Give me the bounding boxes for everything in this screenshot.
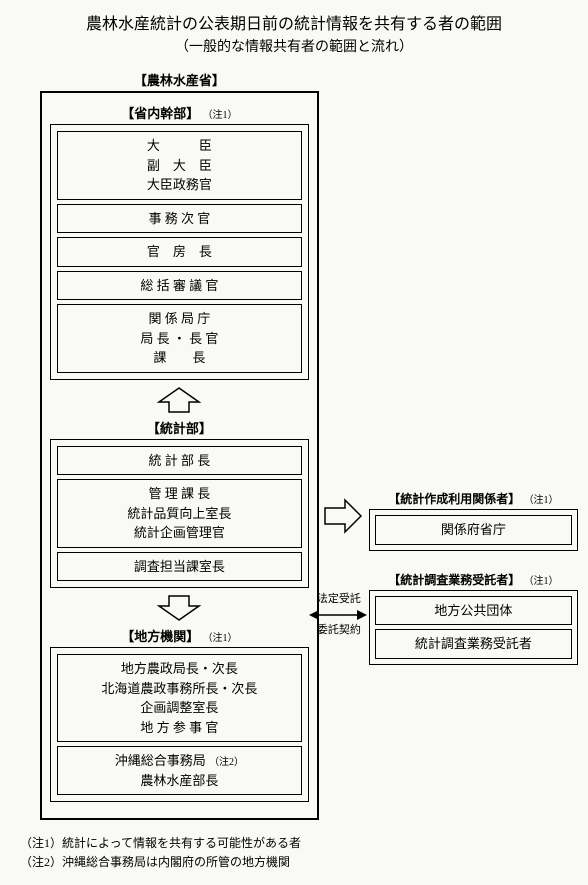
double-arrow-section: 法定受託 委託契約: [309, 591, 367, 638]
users-group: 関係府省庁: [369, 509, 578, 551]
left-column: 【農林水産省】 【省内幹部】 （注1） 大 臣 副 大 臣 大臣政務官 事 務 …: [40, 66, 319, 820]
exec-note-ref: （注1）: [203, 110, 238, 121]
exec-header: 【省内幹部】 （注1）: [50, 99, 309, 124]
page-subtitle: （一般的な情報共有者の範囲と流れ）: [10, 36, 578, 56]
stats-mgr-l3: 統計企画管理官: [64, 523, 295, 543]
double-arrow-icon: [309, 608, 367, 622]
exec-parl-secretary: 大臣政務官: [64, 175, 295, 195]
okinawa-l2: 農林水産部長: [64, 771, 295, 791]
users-box: 関係府省庁: [375, 515, 572, 545]
local-label: 【地方機関】: [121, 626, 199, 645]
stats-group: 統 計 部 長 管 理 課 長 統計品質向上室長 統計企画管理官 調査担当課室長: [50, 439, 309, 589]
exec-box-secretariat: 官 房 長: [57, 237, 302, 267]
local-note-ref: （注1）: [203, 633, 238, 644]
arrow-up-icon: [50, 386, 309, 414]
footnote-2: （注2）沖縄総合事務局は内閣府の所管の地方機関: [20, 853, 578, 872]
local-box-regional: 地方農政局長・次長 北海道農政事務所長・次長 企画調整室長 地 方 参 事 官: [57, 654, 302, 742]
exec-box-councillor: 総 括 審 議 官: [57, 271, 302, 301]
local-group: 地方農政局長・次長 北海道農政事務所長・次長 企画調整室長 地 方 参 事 官 …: [50, 647, 309, 802]
local-header: 【地方機関】 （注1）: [50, 622, 309, 647]
arrow-label-bottom: 委託契約: [309, 622, 369, 639]
trustees-group: 地方公共団体 統計調査業務受託者: [369, 590, 578, 665]
arrow-right-icon: [323, 498, 363, 534]
trustees-note-ref: （注1）: [524, 576, 559, 587]
arrow-down-icon: [50, 594, 309, 622]
stats-box-managers: 管 理 課 長 統計品質向上室長 統計企画管理官: [57, 479, 302, 548]
footnotes: （注1）統計によって情報を共有する可能性がある者 （注2）沖縄総合事務局は内閣府…: [20, 834, 578, 872]
ministry-label: 【農林水産省】: [40, 70, 319, 89]
users-section: 【統計作成利用関係者】 （注1） 関係府省庁: [369, 486, 578, 551]
exec-box-vice: 事 務 次 官: [57, 204, 302, 234]
trustees-box-contractor: 統計調査業務受託者: [375, 629, 572, 659]
exec-vice-minister: 副 大 臣: [64, 156, 295, 176]
okinawa-l1: 沖縄総合事務局: [115, 753, 206, 768]
ministry-outer-box: 【省内幹部】 （注1） 大 臣 副 大 臣 大臣政務官 事 務 次 官 官 房 …: [40, 91, 319, 820]
local-l4: 地 方 参 事 官: [64, 718, 295, 738]
local-l1: 地方農政局長・次長: [64, 659, 295, 679]
users-label: 【統計作成利用関係者】: [388, 490, 520, 507]
local-box-okinawa: 沖縄総合事務局 （注2） 農林水産部長: [57, 746, 302, 795]
main-columns: 【農林水産省】 【省内幹部】 （注1） 大 臣 副 大 臣 大臣政務官 事 務 …: [10, 66, 578, 820]
stats-mgr-l1: 管 理 課 長: [64, 484, 295, 504]
local-l2: 北海道農政事務所長・次長: [64, 679, 295, 699]
exec-box-ministers: 大 臣 副 大 臣 大臣政務官: [57, 131, 302, 200]
stats-label: 【統計部】: [50, 418, 309, 437]
right-column: 法定受託 委託契約 【統計作成利用関係者】 （注1） 関係府省庁 【統計調査業務…: [369, 66, 578, 681]
exec-bureau-l3: 課 長: [64, 348, 295, 368]
exec-bureau-l1: 関 係 局 庁: [64, 309, 295, 329]
okinawa-note-ref: （注2）: [209, 757, 244, 768]
trustees-box-local-gov: 地方公共団体: [375, 596, 572, 626]
right-spacer: [369, 66, 578, 486]
arrow-label-top: 法定受託: [309, 591, 369, 608]
exec-label: 【省内幹部】: [121, 103, 199, 122]
stats-box-director: 統 計 部 長: [57, 446, 302, 476]
exec-minister: 大 臣: [64, 136, 295, 156]
trustees-section: 【統計調査業務受託者】 （注1） 地方公共団体 統計調査業務受託者: [369, 567, 578, 665]
users-note-ref: （注1）: [524, 495, 559, 506]
footnote-1: （注1）統計によって情報を共有する可能性がある者: [20, 834, 578, 853]
local-l3: 企画調整室長: [64, 698, 295, 718]
trustees-header: 【統計調査業務受託者】 （注1）: [369, 567, 578, 590]
users-header: 【統計作成利用関係者】 （注1）: [369, 486, 578, 509]
exec-group: 大 臣 副 大 臣 大臣政務官 事 務 次 官 官 房 長 総 括 審 議 官 …: [50, 124, 309, 380]
exec-box-bureaus: 関 係 局 庁 局 長 ・ 長 官 課 長: [57, 304, 302, 373]
page-title: 農林水産統計の公表期日前の統計情報を共有する者の範囲: [10, 10, 578, 34]
stats-box-survey: 調査担当課室長: [57, 552, 302, 582]
stats-mgr-l2: 統計品質向上室長: [64, 504, 295, 524]
exec-bureau-l2: 局 長 ・ 長 官: [64, 329, 295, 349]
trustees-label: 【統計調査業務受託者】: [388, 571, 520, 588]
